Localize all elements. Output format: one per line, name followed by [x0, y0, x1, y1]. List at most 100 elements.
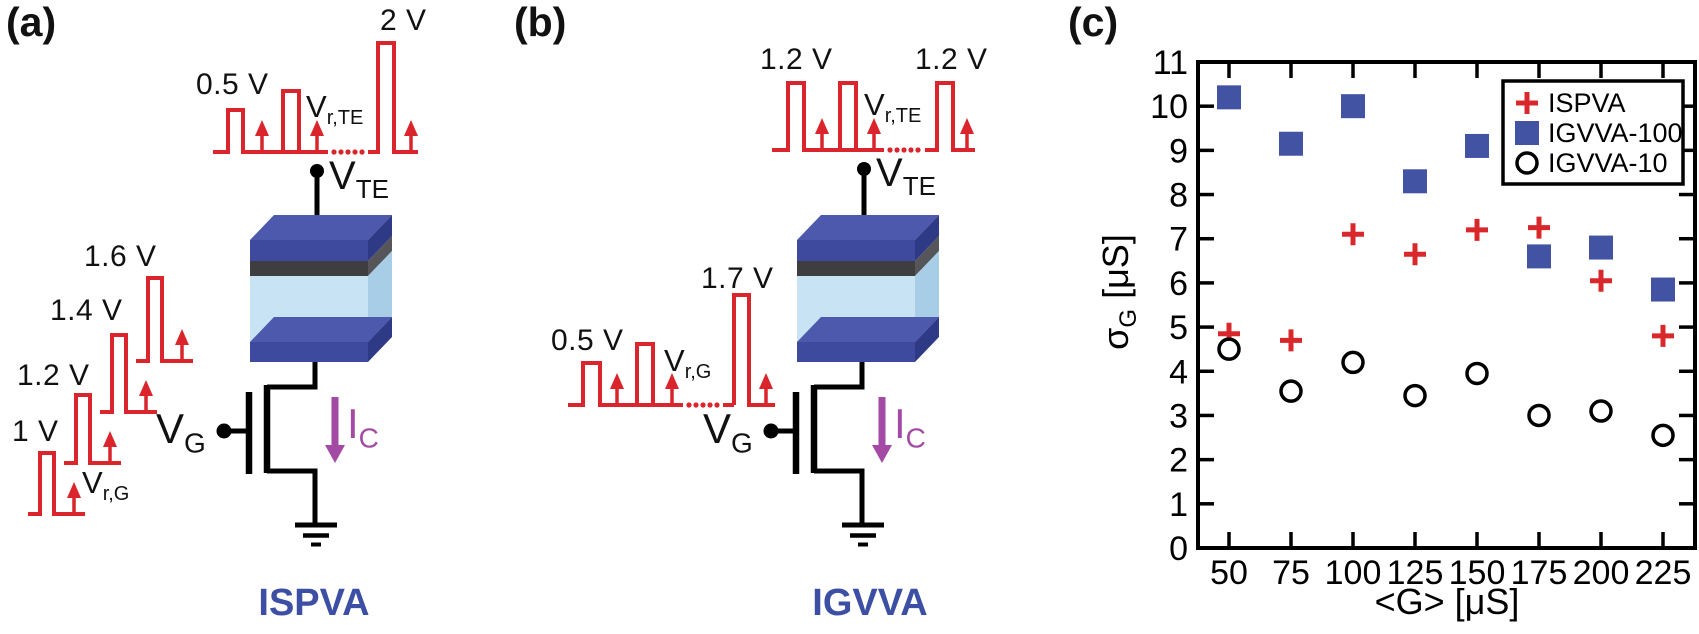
- panel-c-label: (c): [1068, 0, 1119, 45]
- ISPVA-point: [1404, 243, 1426, 266]
- panel-b-gate-pulse-dots: [686, 402, 720, 408]
- ISPVA-point: [1590, 269, 1612, 292]
- legend-label: IGVVA-10: [1548, 148, 1668, 178]
- panel-a-te-pulse-train: [213, 41, 418, 154]
- source-wire: [814, 468, 865, 523]
- interlayer-side-face: [368, 236, 392, 276]
- drain-wire: [267, 362, 318, 390]
- IGVVA-10-point: [1465, 361, 1489, 386]
- x-tick-label: 50: [1210, 554, 1248, 592]
- source-wire: [267, 468, 318, 523]
- te-pulse-end-voltage: 1.2 V: [915, 43, 988, 76]
- x-tick-label: 150: [1449, 554, 1506, 592]
- x-tick-label: 200: [1573, 554, 1630, 592]
- device-stack: [250, 215, 392, 362]
- te-pulse-peak-voltage: 2 V: [380, 4, 427, 37]
- IGVVA-10-point: [1341, 350, 1365, 375]
- panel-a-te-pulse-dots: [331, 149, 365, 155]
- legend-label: IGVVA-100: [1548, 118, 1683, 148]
- y-tick-label: 9: [1169, 132, 1188, 170]
- gate-read-voltage-label: Vr,G: [82, 465, 129, 504]
- interlayer-front-face: [250, 261, 368, 276]
- ISPVA-point: [1652, 324, 1674, 347]
- te-node-label: VTE: [329, 156, 389, 202]
- label-sub: r,TE: [326, 107, 364, 130]
- IGVVA-100-point: [1465, 133, 1489, 158]
- mosfet: [763, 362, 865, 523]
- panel-a-art: [28, 41, 418, 547]
- label-sub: G: [1115, 308, 1143, 328]
- y-tick-label: 1: [1169, 486, 1188, 524]
- top-electrode-top-face: [250, 215, 392, 240]
- bottom-electrode-front-face: [250, 342, 368, 362]
- gate-read-voltage-label: Vr,G: [664, 345, 711, 382]
- top-electrode-top-face: [797, 215, 939, 240]
- label-sub: TE: [902, 171, 936, 201]
- mosfet: [216, 362, 318, 523]
- y-axis-title: σG [μS]: [1095, 234, 1142, 350]
- gate-terminal-dot: [216, 423, 232, 439]
- IGVVA-10-point: [1527, 403, 1551, 428]
- panel-b-label: (b): [514, 0, 567, 45]
- label-base: I: [347, 400, 359, 447]
- label-sub: G: [731, 427, 753, 459]
- label-sub: G: [184, 427, 206, 459]
- top-electrode-front-face: [250, 240, 368, 261]
- te-pulse-start-voltage: 1.2 V: [760, 43, 833, 76]
- panel-a-read-arrows-te: [255, 120, 418, 150]
- label-base: σ: [1095, 327, 1136, 350]
- IGVVA-10-point: [1279, 379, 1303, 403]
- pulse-waveform: [281, 89, 301, 152]
- y-tick-label: 6: [1169, 265, 1188, 303]
- IGVVA-10-point: [1403, 383, 1427, 408]
- panel-b-art: [568, 81, 975, 547]
- panel-b-method-title: IGVVA: [812, 582, 928, 624]
- panel-b-te-pulse-train: [772, 81, 975, 152]
- panel-a-label: (a): [6, 0, 57, 45]
- IGVVA-100-point: [1279, 131, 1303, 156]
- gate-pulse-voltage-1: 1 V: [12, 415, 59, 448]
- label-unit: [μS]: [1095, 234, 1136, 309]
- legend-marker-IGVVA-10: [1515, 151, 1539, 175]
- bottom-electrode-front-face: [797, 342, 915, 362]
- drain-wire: [814, 362, 865, 390]
- gate-node-label: VG: [156, 408, 206, 457]
- cell-current-label: IC: [894, 403, 926, 452]
- gate-pulse-voltage-3: 1.4 V: [50, 294, 123, 327]
- device-stack: [797, 215, 939, 362]
- interlayer-side-face: [915, 236, 939, 276]
- bottom-electrode-side-face: [368, 317, 392, 362]
- te-terminal-dot: [857, 162, 871, 176]
- gate-pulse-peak-voltage: 1.7 V: [701, 262, 774, 295]
- legend-label: ISPVA: [1548, 88, 1626, 118]
- pulse-waveform: [213, 41, 418, 154]
- IGVVA-10-point: [1651, 423, 1675, 448]
- label-sub: r,G: [684, 361, 712, 384]
- x-tick-label: 125: [1387, 554, 1444, 592]
- te-read-voltage-label: Vr,TE: [306, 91, 363, 128]
- y-tick-label: 10: [1150, 88, 1188, 126]
- legend-marker-ISPVA: [1516, 92, 1538, 114]
- gate-pulse-voltage-2: 1.2 V: [17, 359, 90, 392]
- label-base: V: [864, 87, 885, 122]
- bottom-electrode-top-face: [250, 317, 392, 342]
- x-tick-label: 75: [1272, 554, 1310, 592]
- label-sub: r,G: [102, 483, 130, 506]
- top-electrode-side-face: [915, 215, 939, 261]
- ISPVA-point: [1280, 329, 1302, 352]
- y-tick-label: 4: [1169, 353, 1188, 391]
- cell-current-arrow: [325, 397, 345, 463]
- ISPVA-point: [1466, 218, 1488, 241]
- y-tick-label: 11: [1153, 44, 1188, 82]
- label-base: V: [82, 465, 103, 500]
- legend-marker-IGVVA-100: [1515, 121, 1539, 145]
- label-sub: C: [358, 422, 379, 454]
- panel-a-read-arrows-gate: [67, 329, 189, 512]
- label-base: V: [703, 405, 732, 452]
- te-node-label: VTE: [876, 153, 936, 199]
- panel-a-gate-pulse-train: [28, 276, 193, 516]
- x-tick-label: 225: [1635, 554, 1692, 592]
- IGVVA-100-point: [1341, 94, 1365, 119]
